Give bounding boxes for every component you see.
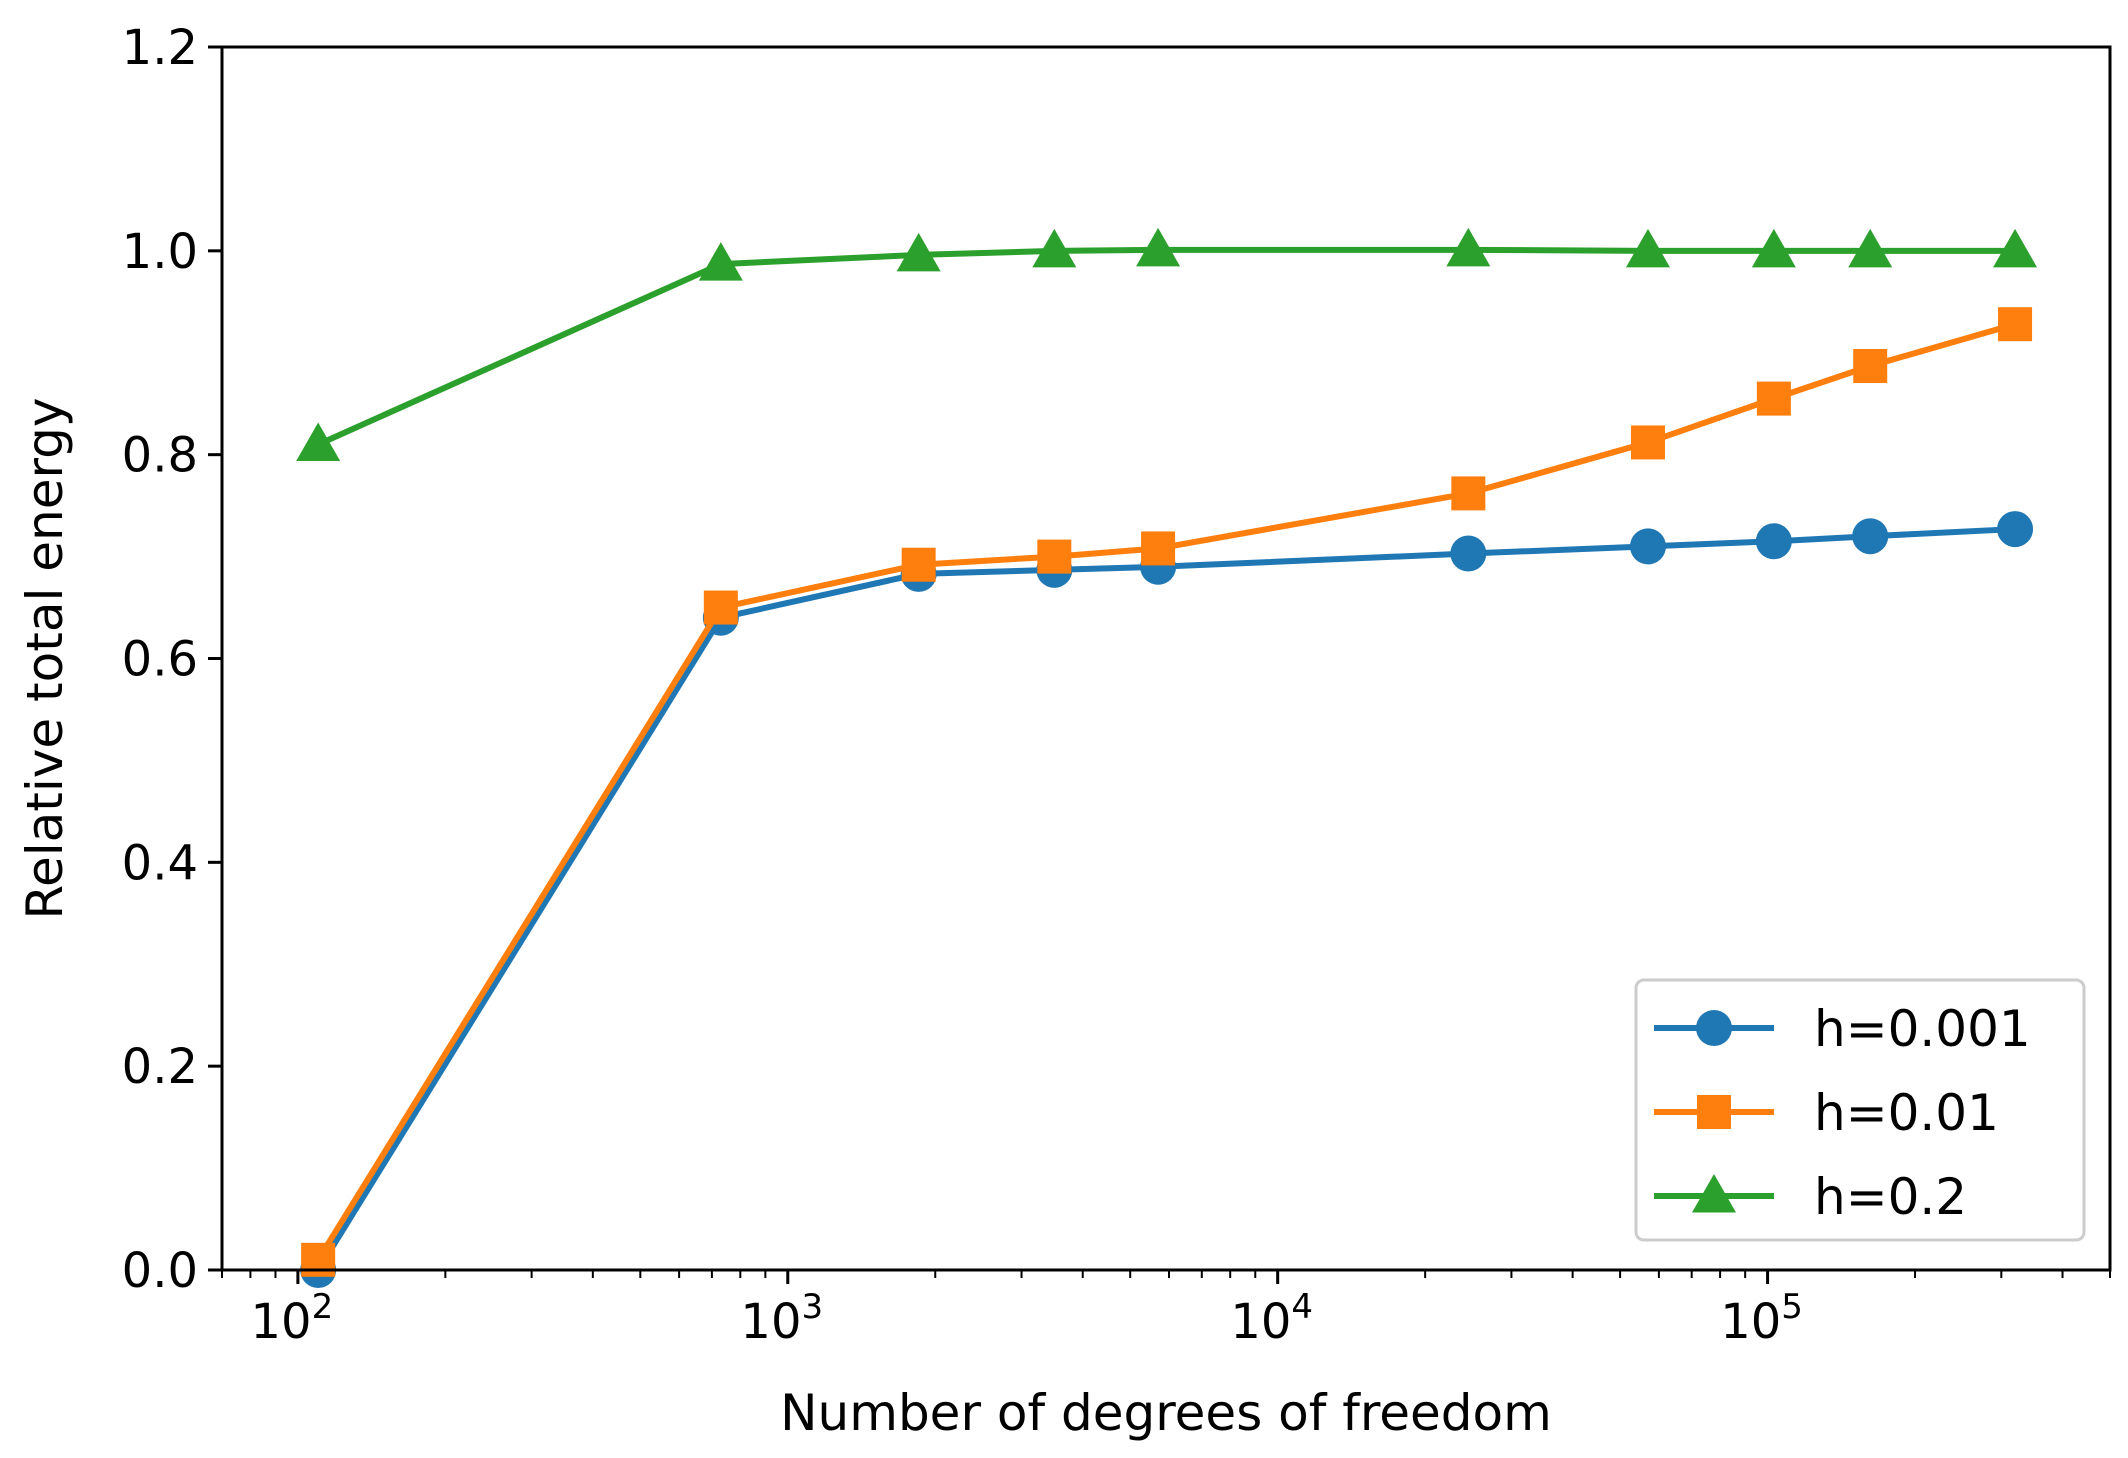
data-point [1450,535,1487,572]
data-point [1852,518,1889,555]
x-tick-exponent: 5 [1781,1287,1803,1327]
data-point [1141,531,1176,566]
x-tick-label: 102 [251,1287,334,1350]
legend-marker [1692,1174,1736,1213]
legend-box [1634,978,2086,1242]
x-tick-exponent: 3 [802,1287,824,1327]
legend: h=0.001 h=0.01 h=0.2 [1634,978,2086,1242]
legend-entry: h=0.01 [1654,1084,1999,1142]
x-tick-exponent: 4 [1291,1287,1313,1327]
data-point [1751,228,1796,268]
x-tick-label: 103 [740,1287,823,1350]
data-point [1630,425,1665,460]
data-point [296,422,341,461]
data-point [1848,228,1893,268]
y-tick-label: 0.6 [122,632,198,688]
data-point [1037,539,1072,574]
x-tick-base: 10 [740,1294,801,1350]
x-tick-base: 10 [1230,1294,1291,1350]
data-point [301,1242,336,1277]
y-axis-label: Relative total energy [16,398,74,920]
series-line [315,321,2016,1262]
y-tick-label: 0.0 [122,1243,198,1299]
y-tick-label: 0.2 [122,1039,198,1095]
data-point [1755,523,1792,560]
y-tick-label: 0.8 [122,428,198,484]
legend-label: h=0.001 [1814,1000,2031,1058]
data-point [1853,348,1888,383]
x-tick-base: 10 [1720,1294,1781,1350]
data-point [1451,476,1486,511]
legend-label: h=0.2 [1814,1168,1967,1226]
data-point [698,242,743,281]
legend-marker [1696,1010,1732,1046]
data-point [703,590,738,625]
series-line [315,526,2016,1272]
data-point [1629,528,1666,565]
data-point [1136,227,1181,267]
series-line [316,246,2016,448]
data-point [901,547,936,582]
y-tick-label: 0.4 [122,835,198,891]
data-point [896,232,941,272]
data-point [1997,511,2034,548]
legend-label: h=0.01 [1814,1084,1999,1142]
y-tick-label: 1.2 [122,20,198,76]
x-tick-label: 105 [1720,1287,1803,1350]
data-point [1446,227,1491,267]
plot-frame [220,45,2112,1272]
y-tick-label: 1.0 [122,224,198,280]
x-tick-exponent: 2 [312,1287,334,1327]
series-h=0.2 [296,227,2038,461]
data-point [1625,228,1670,268]
x-tick-label: 104 [1230,1287,1313,1350]
x-axis-label: Number of degrees of freedom [780,1384,1552,1442]
legend-entry: h=0.2 [1654,1168,1967,1226]
data-point [1998,307,2033,342]
legend-entry: h=0.001 [1654,1000,2031,1058]
legend-marker [1697,1095,1731,1129]
data-point [1756,381,1791,416]
data-point [1993,228,2038,268]
series-layer [296,227,2038,1288]
series-h=0.01 [301,307,2033,1277]
data-point [1032,228,1077,268]
x-tick-base: 10 [251,1294,312,1350]
